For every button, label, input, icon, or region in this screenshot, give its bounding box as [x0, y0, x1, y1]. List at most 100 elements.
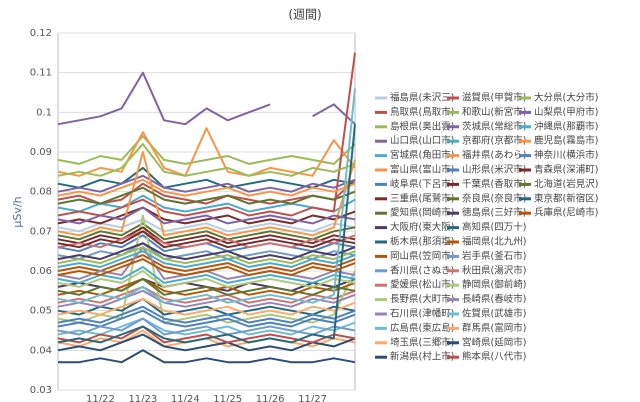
- series-line: [57, 230, 356, 249]
- series-line: [57, 230, 356, 249]
- y-tick-label: 0.11: [30, 68, 52, 79]
- legend-label: 奈良県(奈良市): [462, 192, 526, 204]
- legend-label: 宮崎県(延岡市): [462, 336, 526, 348]
- legend-label: 秋田県(湯沢市): [462, 264, 526, 276]
- series-line: [57, 333, 356, 352]
- legend-label: 愛知県(岡崎市): [390, 207, 454, 219]
- legend-label: 宮城県(角田市): [390, 149, 454, 161]
- legend-label: 栃木県(那須塩): [390, 236, 454, 248]
- series-line: [57, 309, 356, 328]
- series-line: [57, 325, 356, 344]
- legend-label: 山形県(米沢市): [462, 164, 526, 176]
- legend-label: 福岡県(北九州): [462, 236, 526, 248]
- series-line: [57, 254, 356, 272]
- legend-label: 長野県(大町市): [390, 293, 454, 305]
- series-line: [57, 297, 356, 316]
- y-tick-label: 0.06: [30, 266, 52, 277]
- series-line: [57, 270, 356, 288]
- series-line: [57, 178, 356, 197]
- y-tick-label: 0.1: [36, 107, 52, 118]
- y-tick-label: 0.09: [30, 147, 52, 158]
- chart-title: (週間): [288, 8, 321, 22]
- series-line: [57, 206, 356, 225]
- legend-label: 福井県(あわら): [462, 149, 526, 161]
- legend-label: 大分県(大分市): [534, 92, 598, 104]
- series-line: [57, 124, 356, 344]
- series-line: [57, 277, 356, 292]
- legend-label: 香川県(さぬき): [390, 265, 454, 276]
- legend-label: 岩手県(釜石市): [462, 250, 526, 262]
- series-line: [57, 88, 356, 304]
- legend-label: 佐賀県(武雄市): [462, 308, 526, 320]
- series-line: [57, 151, 356, 237]
- y-tick-label: 0.12: [30, 28, 52, 39]
- legend-label: 高知県(四万十): [462, 221, 526, 233]
- series-line: [57, 297, 356, 316]
- legend-label: 和歌山(新宮市): [462, 106, 526, 118]
- series-line: [57, 194, 356, 213]
- legend-label: 石川県(津幡町): [390, 308, 454, 320]
- legend-label: 青森県(深浦町): [534, 164, 598, 176]
- legend-label: 山梨県(甲府市): [534, 106, 598, 118]
- legend-label: 兵庫県(尼崎市): [534, 207, 598, 219]
- series-line: [57, 246, 356, 265]
- legend-label: 広島県(東広島): [390, 322, 454, 334]
- legend-label: 東京都(新宿区): [534, 192, 598, 204]
- legend-label: 山口県(山口市): [390, 135, 454, 147]
- x-tick-label: 11/27: [298, 394, 327, 402]
- y-tick-label: 0.04: [30, 345, 52, 356]
- series-line: [57, 174, 356, 193]
- legend-label: 静岡県(御前崎): [462, 279, 526, 291]
- legend-label: 大阪府(東大阪): [390, 221, 454, 233]
- series-line: [57, 71, 356, 126]
- x-tick-label: 11/23: [128, 394, 157, 402]
- series-line: [57, 135, 356, 165]
- series-line: [57, 206, 356, 225]
- legend-label: 富山県(富山市): [390, 164, 454, 176]
- legend-label: 京都府(京都市): [462, 135, 526, 147]
- series-line: [57, 218, 356, 233]
- series-line: [57, 277, 356, 296]
- legend-label: 埼玉県(三郷市): [390, 336, 454, 348]
- series-line: [57, 186, 356, 205]
- legend-label: 鹿児島(霧島市): [534, 135, 598, 147]
- legend-label: 三重県(尾鷲市): [390, 192, 454, 204]
- legend-label: 北海道(岩見沢): [534, 178, 598, 190]
- series-line: [57, 179, 356, 205]
- series-line: [57, 52, 356, 217]
- legend-label: 島根県(奥出雲): [390, 120, 454, 132]
- y-tick-label: 0.05: [30, 306, 52, 317]
- series-line: [57, 222, 356, 241]
- legend-label: 群馬県(富岡市): [462, 322, 526, 334]
- series-line: [58, 349, 356, 364]
- y-axis-label: μSv/h: [11, 196, 24, 227]
- x-tick-label: 11/24: [171, 394, 200, 402]
- y-tick-label: 0.08: [30, 187, 52, 198]
- legend-label: 熊本県(八代市): [462, 351, 526, 363]
- series-line: [57, 317, 356, 336]
- legend-label: 長崎県(春岐市): [462, 293, 526, 305]
- series-line: [57, 242, 356, 261]
- x-tick-label: 11/25: [213, 394, 242, 402]
- series-line: [57, 250, 356, 268]
- legend-label: 茨城県(常総市): [462, 120, 526, 132]
- legend-label: 徳島県(三好市): [462, 207, 526, 219]
- y-tick-label: 0.03: [30, 385, 52, 396]
- x-tick-label: 11/26: [256, 394, 285, 402]
- x-tick-label: 11/22: [86, 394, 115, 402]
- legend-label: 福島県(未沢三): [390, 92, 454, 104]
- legend-label: 愛媛県(松山市): [390, 279, 454, 291]
- series-line: [57, 305, 356, 324]
- y-tick-label: 0.07: [30, 226, 52, 237]
- legend-label: 鳥取県(鳥取市): [390, 106, 454, 118]
- series-line: [57, 277, 356, 296]
- legend-label: 岐阜県(下呂市): [390, 178, 454, 190]
- legend-label: 千葉県(香取市): [462, 178, 526, 190]
- series-line: [57, 266, 356, 284]
- series-line: [57, 127, 356, 177]
- legend-label: 新潟県(村上市): [390, 351, 454, 363]
- series-line: [57, 317, 356, 336]
- legend-label: 岡山県(笠岡市): [390, 250, 454, 262]
- series-line: [57, 258, 356, 276]
